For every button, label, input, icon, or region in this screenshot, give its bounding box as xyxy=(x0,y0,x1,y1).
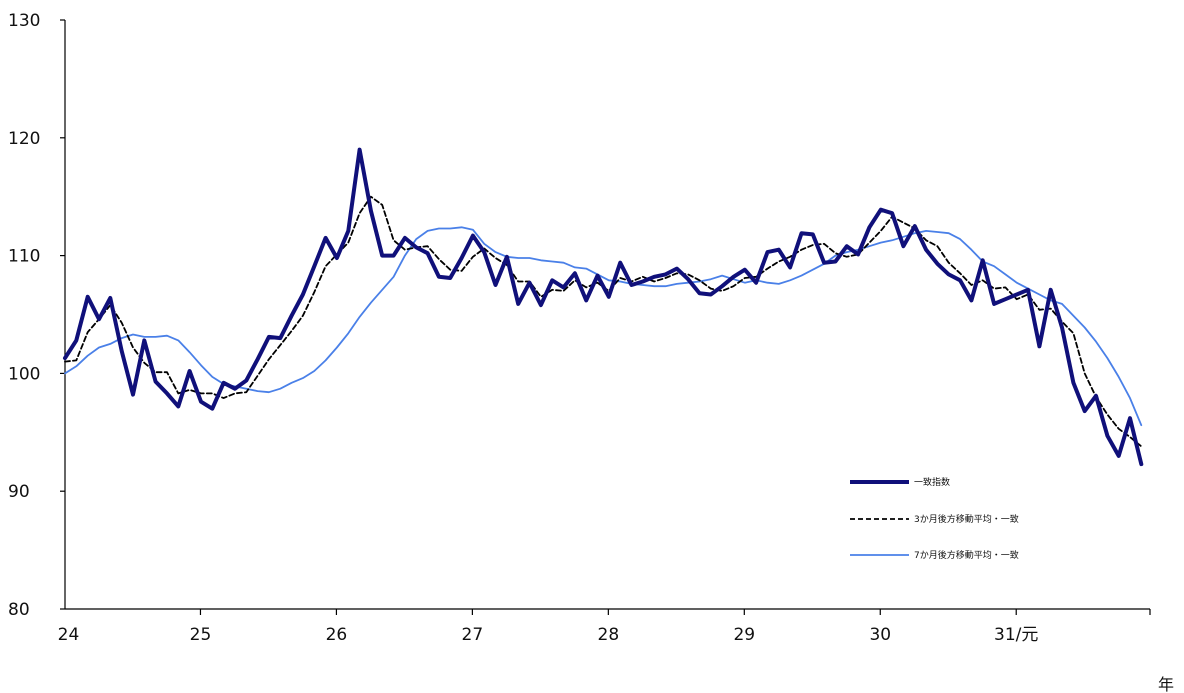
x-tick-label: 30 xyxy=(869,625,891,645)
series-lines xyxy=(63,147,1144,467)
x-tick-label: 31/元 xyxy=(994,625,1038,645)
axes xyxy=(64,20,1151,615)
y-tick-label: 110 xyxy=(8,247,40,267)
y-tick-label: 80 xyxy=(8,600,30,620)
y-tick-label: 90 xyxy=(8,482,30,502)
x-tick-label: 24 xyxy=(58,625,80,645)
legend-label-1: 一致指数 xyxy=(914,476,950,488)
legend-label-3: 7か月後方移動平均・一致 xyxy=(914,549,1019,561)
y-tick-label: 100 xyxy=(8,364,40,384)
x-axis-ticks: 24 25 26 27 28 29 30 31/元 xyxy=(58,609,1038,645)
x-tick-label: 25 xyxy=(190,625,212,645)
y-tick-label: 120 xyxy=(8,129,40,149)
x-tick-label: 28 xyxy=(598,625,620,645)
x-tick-label: 29 xyxy=(733,625,755,645)
legend-label-2: 3か月後方移動平均・一致 xyxy=(914,513,1019,525)
x-tick-label: 27 xyxy=(462,625,484,645)
series-line-2 xyxy=(64,195,1143,448)
y-axis-ticks: 80 90 100 110 120 130 xyxy=(8,11,65,620)
y-tick-label: 130 xyxy=(8,11,40,31)
legend: 一致指数 3か月後方移動平均・一致 7か月後方移動平均・一致 xyxy=(850,476,1019,561)
x-unit-label: 年 xyxy=(1158,675,1174,693)
series-line-1 xyxy=(63,147,1144,467)
x-tick-label: 26 xyxy=(326,625,348,645)
series-line-3 xyxy=(64,226,1143,427)
